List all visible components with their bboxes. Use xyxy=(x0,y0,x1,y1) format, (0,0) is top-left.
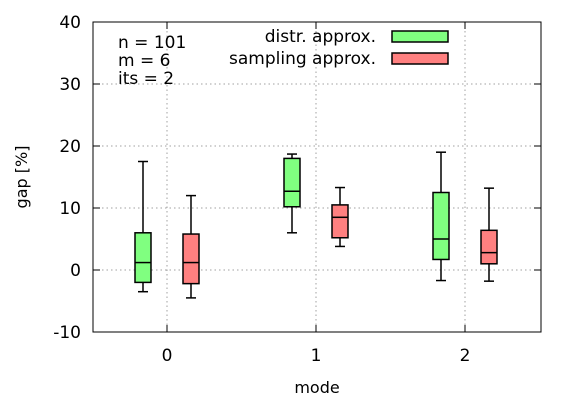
x-tick-label: 2 xyxy=(460,346,471,366)
y-axis-label: gap [%] xyxy=(12,146,31,209)
x-tick-label: 1 xyxy=(311,346,322,366)
annotation-m: m = 6 xyxy=(118,51,170,71)
annotation-n: n = 101 xyxy=(118,33,186,53)
box-distr-0 xyxy=(134,160,152,293)
legend-swatch-sampling xyxy=(391,52,449,65)
x-tick-label: 0 xyxy=(162,346,173,366)
plot-frame xyxy=(92,21,542,333)
iqr-box xyxy=(134,232,152,284)
y-tick-label: 20 xyxy=(59,137,81,157)
box-sampling-2 xyxy=(480,187,498,282)
iqr-box xyxy=(283,157,301,208)
iqr-box xyxy=(182,233,200,285)
legend-label-distr: distr. approx. xyxy=(265,27,376,47)
y-tick-label: 0 xyxy=(70,261,81,281)
box-elements xyxy=(134,151,498,299)
box-distr-2 xyxy=(432,151,450,282)
iqr-box xyxy=(480,229,498,265)
box-distr-1 xyxy=(283,153,301,234)
annotation-block: n = 101 m = 6 its = 2 xyxy=(118,33,186,89)
x-axis-label: mode xyxy=(294,378,339,397)
box-sampling-0 xyxy=(182,194,200,299)
y-tick-label: 40 xyxy=(59,13,81,33)
box-sampling-1 xyxy=(331,186,349,248)
legend-label-sampling: sampling approx. xyxy=(229,49,376,69)
legend: distr. approx. sampling approx. xyxy=(229,27,449,69)
y-tick-label: 10 xyxy=(59,199,81,219)
iqr-box xyxy=(331,204,349,239)
legend-swatch-distr xyxy=(391,30,449,43)
axis-ticks xyxy=(93,21,541,333)
y-tick-labels: -10 0 10 20 30 40 xyxy=(53,13,81,343)
annotation-its: its = 2 xyxy=(118,69,174,89)
iqr-box xyxy=(432,191,450,261)
y-tick-label: -10 xyxy=(53,323,81,343)
y-tick-label: 30 xyxy=(59,75,81,95)
x-tick-labels: 0 1 2 xyxy=(162,346,471,366)
